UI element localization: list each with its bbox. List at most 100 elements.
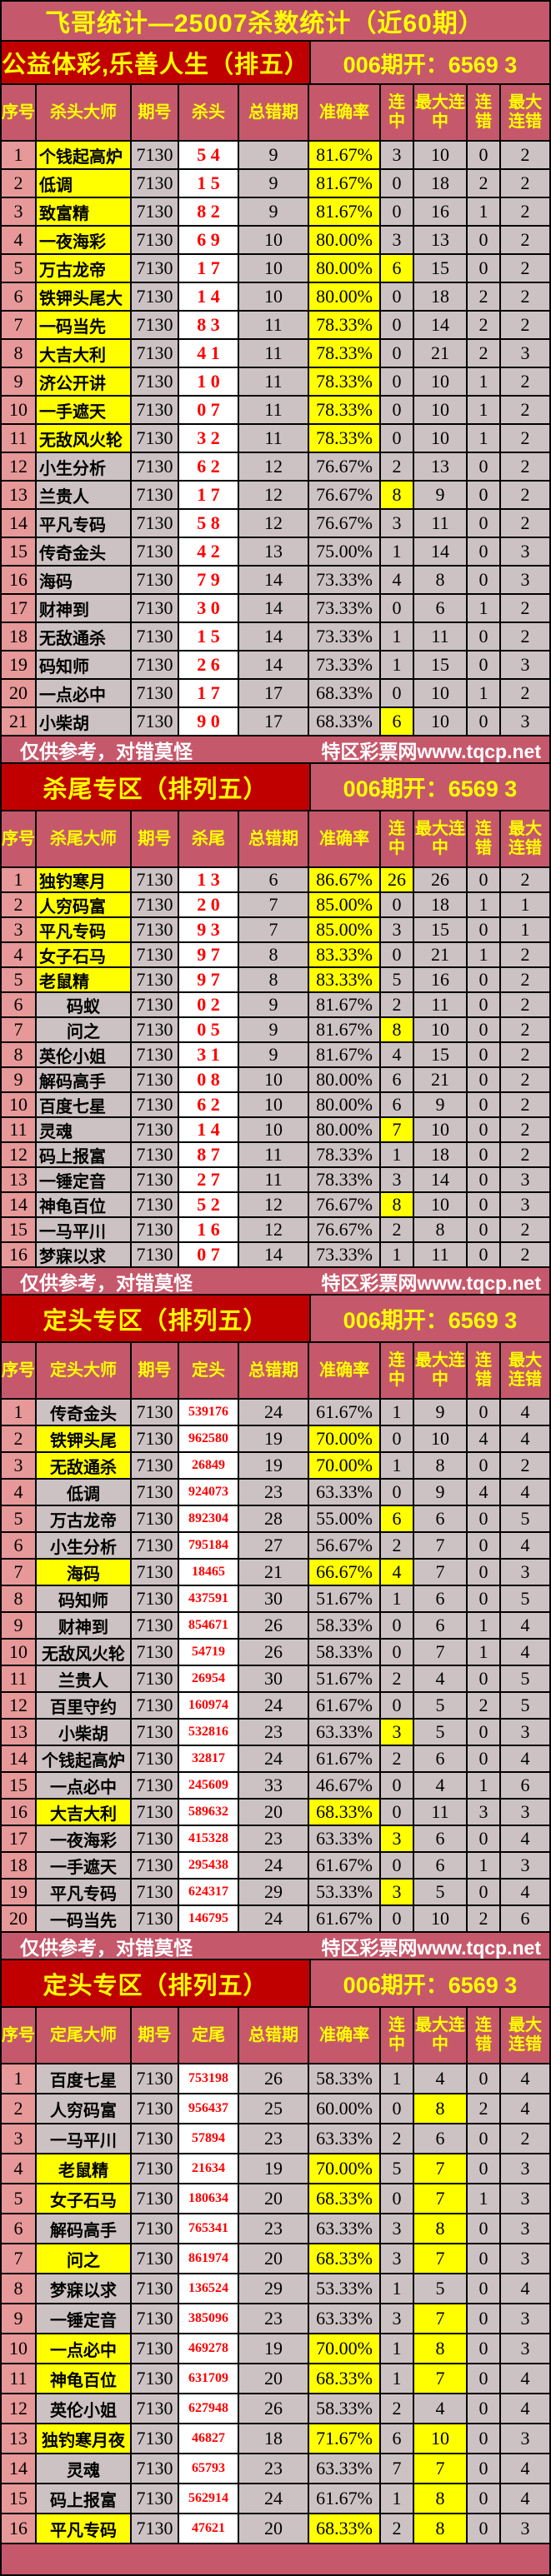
cell-issue: 7130 — [132, 2424, 178, 2453]
cell-maxhit: 10 — [414, 1426, 466, 1451]
cell-acc: 80.00% — [309, 1118, 379, 1141]
table-row: 7 一码当先 7130 8 3 11 78.33% 0 14 2 2 — [2, 312, 549, 338]
cell-acc: 80.00% — [309, 283, 379, 310]
cell-kill: 3 2 — [179, 425, 238, 452]
cell-kill: 539176 — [179, 1400, 238, 1425]
cell-maxerr: 2 — [501, 595, 549, 622]
cell-issue: 7130 — [132, 1453, 178, 1478]
cell-maxerr: 2 — [501, 2124, 549, 2153]
cell-no: 8 — [2, 1586, 35, 1611]
cell-hit: 3 — [381, 2244, 413, 2273]
column-header: 期号 — [132, 811, 178, 866]
cell-no: 11 — [2, 1118, 35, 1141]
cell-maxerr: 2 — [501, 198, 549, 225]
table-row: 16 梦寐以求 7130 0 7 14 73.33% 1 11 0 2 — [2, 1243, 549, 1266]
cell-acc: 81.67% — [309, 1043, 379, 1066]
cell-maxhit: 10 — [414, 1018, 466, 1041]
cell-err: 0 — [468, 868, 499, 891]
cell-hit: 3 — [381, 1168, 413, 1191]
table-row: 2 铁钾头尾 7130 962580 19 70.00% 0 10 4 4 — [2, 1426, 549, 1451]
cell-maxhit: 5 — [414, 1693, 466, 1718]
cell-miss: 10 — [239, 1118, 308, 1141]
cell-hit: 0 — [381, 170, 413, 197]
column-header: 连错 — [468, 2008, 499, 2063]
cell-issue: 7130 — [132, 1906, 178, 1931]
cell-maxerr: 4 — [501, 1533, 549, 1558]
cell-acc: 58.33% — [309, 2064, 379, 2093]
cell-miss: 24 — [239, 1400, 308, 1425]
cell-hit: 4 — [381, 1560, 413, 1585]
cell-maxhit: 14 — [414, 538, 466, 565]
cell-kill: 0 2 — [179, 993, 238, 1016]
cell-hit: 6 — [381, 255, 413, 282]
section-header-4: 定头专区（排列五） 006期开：6569 3 — [2, 1960, 549, 2006]
cell-err: 0 — [468, 1043, 499, 1066]
cell-kill: 385096 — [179, 2304, 238, 2333]
cell-acc: 73.33% — [309, 651, 379, 678]
cell-no: 16 — [2, 567, 35, 593]
cell-acc: 76.67% — [309, 482, 379, 508]
cell-kill: 8 3 — [179, 312, 238, 338]
cell-acc: 85.00% — [309, 918, 379, 941]
cell-no: 6 — [2, 2214, 35, 2243]
cell-issue: 7130 — [132, 397, 178, 423]
table-row: 15 传奇金头 7130 4 2 13 75.00% 1 14 0 3 — [2, 538, 549, 565]
cell-hit: 3 — [381, 1880, 413, 1905]
cell-acc: 81.67% — [309, 993, 379, 1016]
cell-maxerr: 4 — [501, 1746, 549, 1771]
cell-acc: 63.33% — [309, 2214, 379, 2243]
cell-name: 小柴胡 — [37, 708, 130, 735]
cell-miss: 19 — [239, 2334, 308, 2363]
cell-no: 4 — [2, 2154, 35, 2183]
cell-maxerr: 3 — [501, 2184, 549, 2213]
cell-maxhit: 14 — [414, 1168, 466, 1191]
cell-miss: 26 — [239, 1613, 308, 1638]
cell-no: 3 — [2, 198, 35, 225]
cell-kill: 1 4 — [179, 283, 238, 310]
cell-maxerr: 3 — [501, 2154, 549, 2183]
cell-miss: 23 — [239, 2214, 308, 2243]
cell-maxerr: 2 — [501, 283, 549, 310]
cell-maxhit: 7 — [414, 2244, 466, 2273]
disclaimer-text: 仅供参考，对错莫怪 — [20, 1936, 193, 1959]
cell-kill: 1 7 — [179, 255, 238, 282]
cell-err: 0 — [468, 1880, 499, 1905]
cell-acc: 80.00% — [309, 255, 379, 282]
cell-kill: 1 7 — [179, 482, 238, 508]
table-row: 7 问之 7130 0 5 9 81.67% 8 10 0 2 — [2, 1018, 549, 1041]
cell-err: 0 — [468, 2334, 499, 2363]
cell-kill: 6 9 — [179, 227, 238, 253]
cell-acc: 78.33% — [309, 312, 379, 338]
cell-acc: 68.33% — [309, 708, 379, 735]
table-row: 12 码上报富 7130 8 7 11 78.33% 1 18 0 2 — [2, 1143, 549, 1166]
cell-issue: 7130 — [132, 968, 178, 991]
cell-name: 百度七星 — [37, 2064, 130, 2093]
cell-maxhit: 7 — [414, 2454, 466, 2483]
cell-no: 15 — [2, 2484, 35, 2513]
cell-kill: 6 2 — [179, 1093, 238, 1116]
cell-hit: 3 — [381, 1826, 413, 1851]
cell-issue: 7130 — [132, 1693, 178, 1718]
cell-maxhit: 4 — [414, 2064, 466, 2093]
cell-kill: 4 2 — [179, 538, 238, 565]
cell-no: 5 — [2, 255, 35, 282]
table-row: 11 兰贵人 7130 26954 30 51.67% 2 4 0 5 — [2, 1666, 549, 1691]
cell-maxhit: 6 — [414, 1853, 466, 1878]
cell-kill: 26954 — [179, 1666, 238, 1691]
cell-err: 2 — [468, 1906, 499, 1931]
cell-issue: 7130 — [132, 1506, 178, 1531]
cell-issue: 7130 — [132, 2094, 178, 2123]
cell-err: 0 — [468, 1243, 499, 1266]
cell-issue: 7130 — [132, 595, 178, 622]
cell-kill: 0 7 — [179, 397, 238, 423]
cell-name: 解码高手 — [37, 1068, 130, 1091]
cell-hit: 0 — [381, 198, 413, 225]
cell-acc: 63.33% — [309, 2304, 379, 2333]
cell-issue: 7130 — [132, 1480, 178, 1505]
cell-err: 1 — [468, 1773, 499, 1798]
cell-name: 铁钾头尾 — [37, 1426, 130, 1451]
cell-maxerr: 5 — [501, 1586, 549, 1611]
cell-miss: 10 — [239, 227, 308, 253]
cell-issue: 7130 — [132, 993, 178, 1016]
cell-maxhit: 7 — [414, 2184, 466, 2213]
